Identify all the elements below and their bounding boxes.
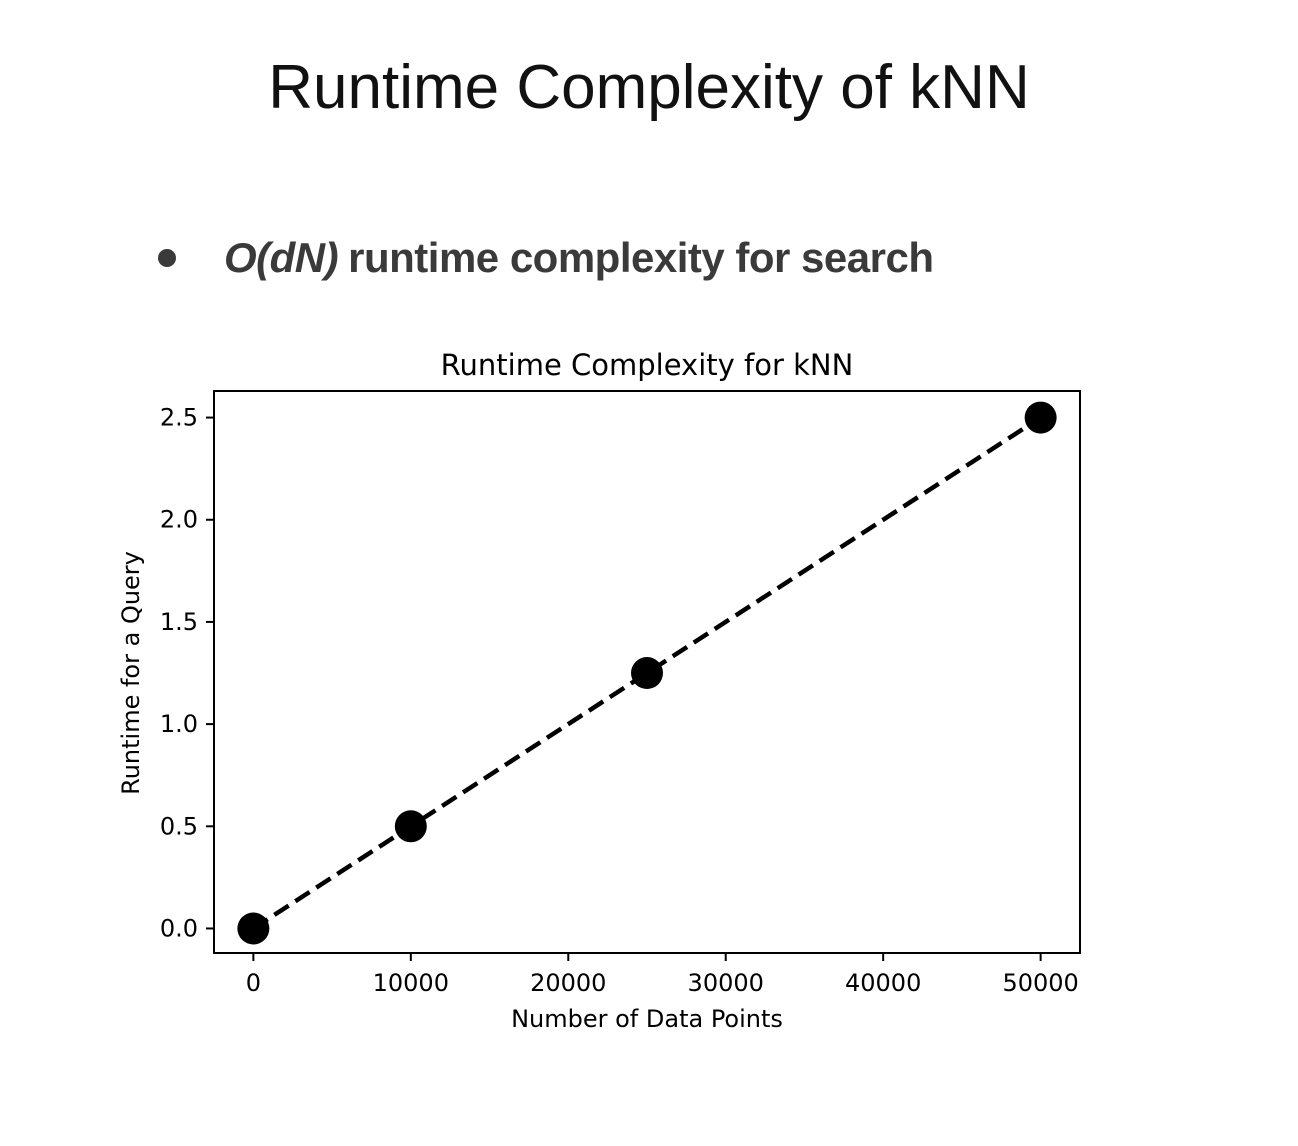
x-ticks: 0 10000 20000 30000 40000 50000 [246, 953, 1079, 997]
data-point-marker [237, 912, 270, 945]
y-tick-label: 1.0 [160, 710, 198, 738]
y-tick-label: 0.5 [160, 812, 198, 840]
complexity-notation: O(dN) [224, 234, 339, 281]
x-tick-label: 0 [246, 969, 261, 997]
x-tick-label: 10000 [373, 969, 449, 997]
y-tick-label: 2.5 [160, 404, 198, 432]
bullet-text: O(dN) runtime complexity for search [224, 234, 934, 282]
x-tick-label: 40000 [845, 969, 921, 997]
chart-title: Runtime Complexity for kNN [441, 348, 854, 382]
data-point-marker [394, 810, 427, 843]
bullet-point: O(dN) runtime complexity for search [152, 226, 934, 290]
data-point-marker [631, 657, 663, 690]
y-tick-label: 0.0 [160, 914, 198, 942]
x-axis-label: Number of Data Points [511, 1005, 783, 1033]
bullet-description: runtime complexity for search [348, 234, 934, 281]
bullet-dot-icon [158, 249, 176, 267]
x-tick-label: 30000 [688, 969, 764, 997]
series-line [252, 415, 1042, 931]
y-axis-label: Runtime for a Query [117, 551, 145, 795]
plot-frame [213, 390, 1081, 954]
y-ticks: 0.0 0.5 1.0 1.5 2.0 2.5 [160, 404, 214, 942]
series-markers [237, 401, 1057, 945]
y-tick-label: 1.5 [160, 608, 198, 636]
y-tick-label: 2.0 [160, 506, 198, 534]
x-tick-label: 50000 [1002, 969, 1078, 997]
x-tick-label: 20000 [530, 969, 606, 997]
slide-title: Runtime Complexity of kNN [268, 53, 1030, 122]
data-point-marker [1024, 401, 1057, 434]
